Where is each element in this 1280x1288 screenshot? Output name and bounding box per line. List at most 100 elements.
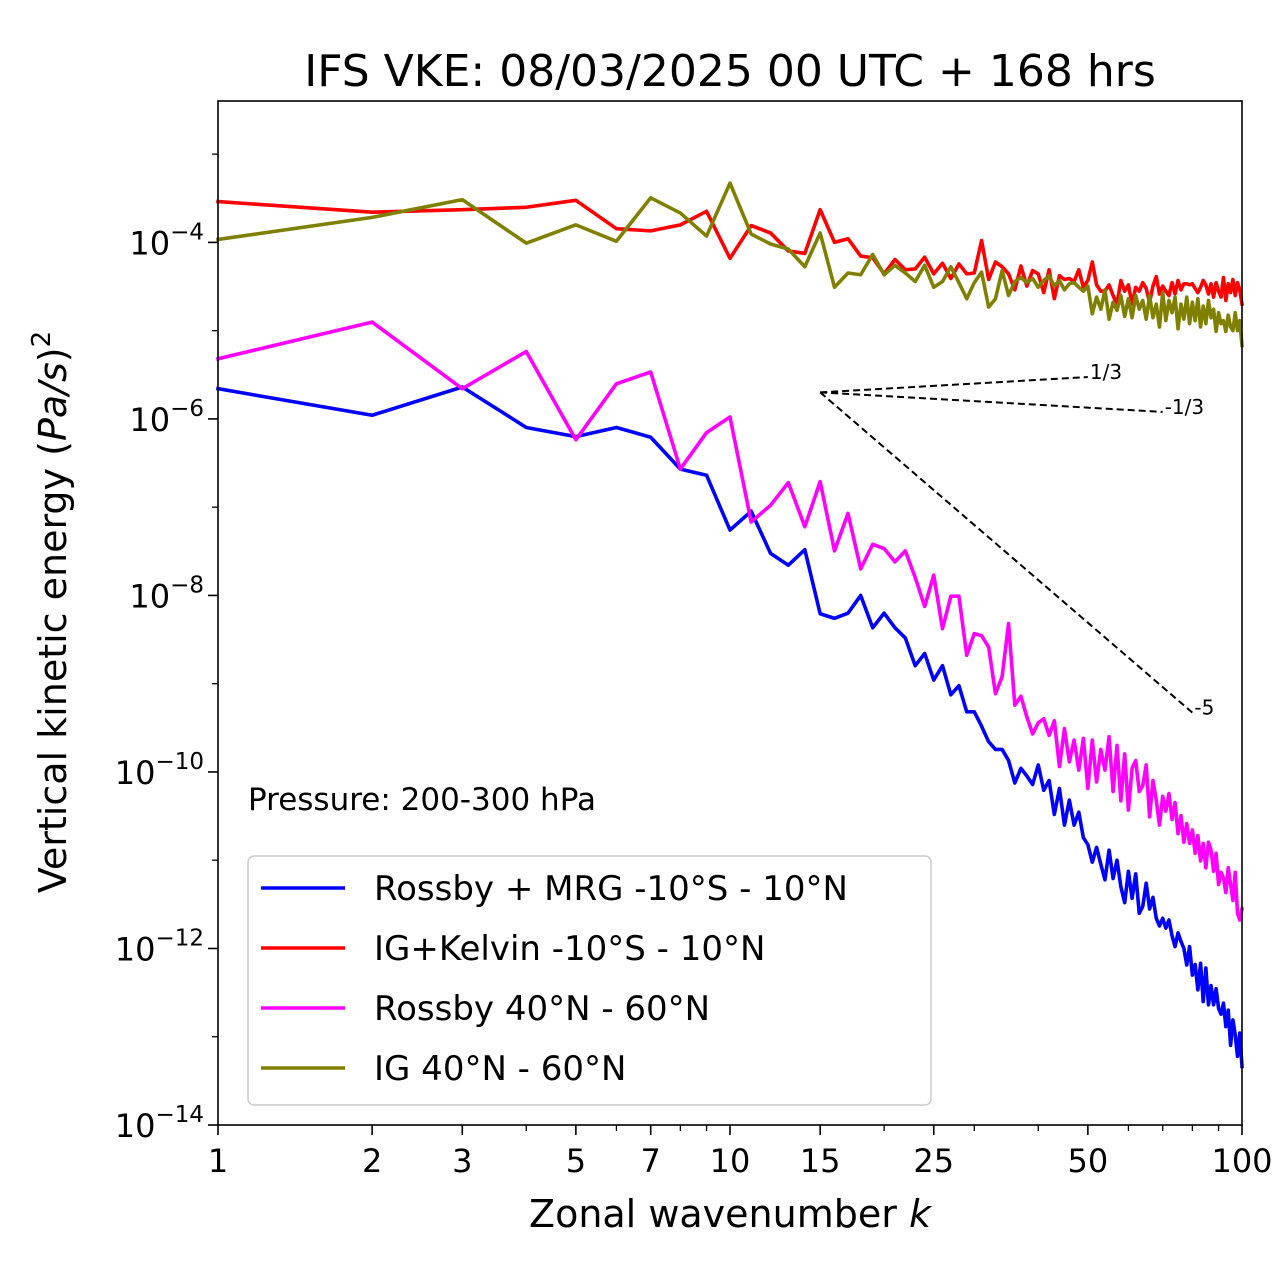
data-point <box>1032 277 1034 280</box>
data-point <box>860 568 862 570</box>
data-point <box>769 232 772 234</box>
data-point <box>1152 896 1154 898</box>
legend-item: Rossby 40°N - 60°N <box>261 989 710 1029</box>
data-point <box>819 613 821 615</box>
data-point <box>904 550 906 552</box>
slope-label: 1/3 <box>1090 360 1122 384</box>
data-point <box>650 230 652 232</box>
data-point <box>1183 947 1185 950</box>
x-axis-ticks: 1 2 3 5 7 10 15 25 50 100 <box>208 1125 1273 1180</box>
data-point <box>833 617 836 619</box>
data-point <box>1194 852 1196 854</box>
data-point <box>894 561 896 563</box>
y-axis-label-close: ) <box>31 347 75 362</box>
data-point <box>994 298 997 300</box>
data-point <box>1053 813 1055 816</box>
data-point <box>1078 769 1080 771</box>
data-point <box>1227 283 1229 285</box>
data-point <box>750 521 752 523</box>
data-point <box>1165 290 1167 292</box>
data-point <box>950 595 952 597</box>
data-point <box>1063 824 1066 826</box>
data-point <box>1180 940 1182 943</box>
data-point <box>1020 695 1022 697</box>
data-point <box>988 306 990 308</box>
data-point <box>1037 273 1039 275</box>
data-point <box>1068 283 1070 285</box>
data-point <box>1112 877 1114 880</box>
data-point <box>1155 275 1157 278</box>
data-point <box>904 269 906 271</box>
data-point <box>1165 927 1167 929</box>
data-point <box>1032 783 1034 786</box>
data-point <box>1197 835 1199 837</box>
data-point <box>1165 320 1167 322</box>
legend-label: Rossby + MRG -10°S - 10°N <box>374 869 848 909</box>
data-point <box>1236 282 1239 284</box>
data-point <box>729 416 731 418</box>
data-point <box>872 627 874 629</box>
data-point <box>1152 317 1154 319</box>
data-point <box>1091 313 1093 315</box>
data-point <box>1171 818 1173 821</box>
data-point <box>1227 1009 1229 1011</box>
data-point <box>883 274 885 276</box>
data-point <box>872 543 874 545</box>
data-point <box>750 233 752 235</box>
data-point <box>787 564 789 566</box>
data-point <box>980 725 983 727</box>
chart-title: IFS VKE: 08/03/2025 00 UTC + 168 hrs <box>304 46 1156 97</box>
data-point <box>1112 790 1114 793</box>
data-point <box>729 529 731 531</box>
data-point <box>1142 299 1144 302</box>
data-point <box>988 646 990 648</box>
data-point <box>1225 330 1227 333</box>
data-point <box>1191 829 1193 831</box>
data-point <box>1186 964 1188 966</box>
data-point <box>1162 285 1164 287</box>
data-point <box>1112 294 1114 297</box>
data-point <box>1120 279 1122 282</box>
data-point <box>679 224 681 226</box>
data-point <box>894 627 896 629</box>
data-point <box>958 595 960 597</box>
data-point <box>1095 781 1098 783</box>
x-tick-label: 1 <box>208 1142 228 1180</box>
data-point <box>1032 269 1034 272</box>
data-point <box>1145 764 1147 766</box>
data-point <box>1220 871 1222 873</box>
data-point <box>1091 861 1093 863</box>
data-point <box>1191 283 1193 285</box>
data-point <box>958 263 960 265</box>
data-point <box>1131 317 1133 319</box>
data-point <box>1001 676 1003 678</box>
data-point <box>1108 318 1110 320</box>
data-point <box>950 277 952 280</box>
data-point <box>1120 294 1122 297</box>
data-point <box>1026 716 1028 718</box>
data-point <box>1020 767 1022 769</box>
data-point <box>1142 905 1144 907</box>
data-point <box>1138 912 1140 914</box>
data-point <box>819 209 821 211</box>
data-point <box>750 225 752 227</box>
data-point <box>769 504 772 506</box>
data-point <box>966 654 968 656</box>
data-point <box>1014 280 1016 283</box>
slope-guides: 1/3 -1/3 -5 <box>819 360 1214 720</box>
data-point <box>1001 266 1003 268</box>
data-point <box>1225 891 1227 894</box>
data-point <box>1217 290 1220 292</box>
data-point <box>941 262 944 264</box>
data-point <box>1239 919 1241 921</box>
data-point <box>914 665 916 667</box>
data-point <box>1222 1002 1225 1004</box>
y-axis-label: Vertical kinetic energy (Pa/s)2 <box>27 331 75 893</box>
data-point <box>371 414 373 416</box>
data-point <box>847 512 849 515</box>
data-point <box>1127 809 1130 811</box>
data-point <box>1091 261 1093 263</box>
data-point <box>1043 789 1045 791</box>
data-point <box>1171 312 1173 314</box>
